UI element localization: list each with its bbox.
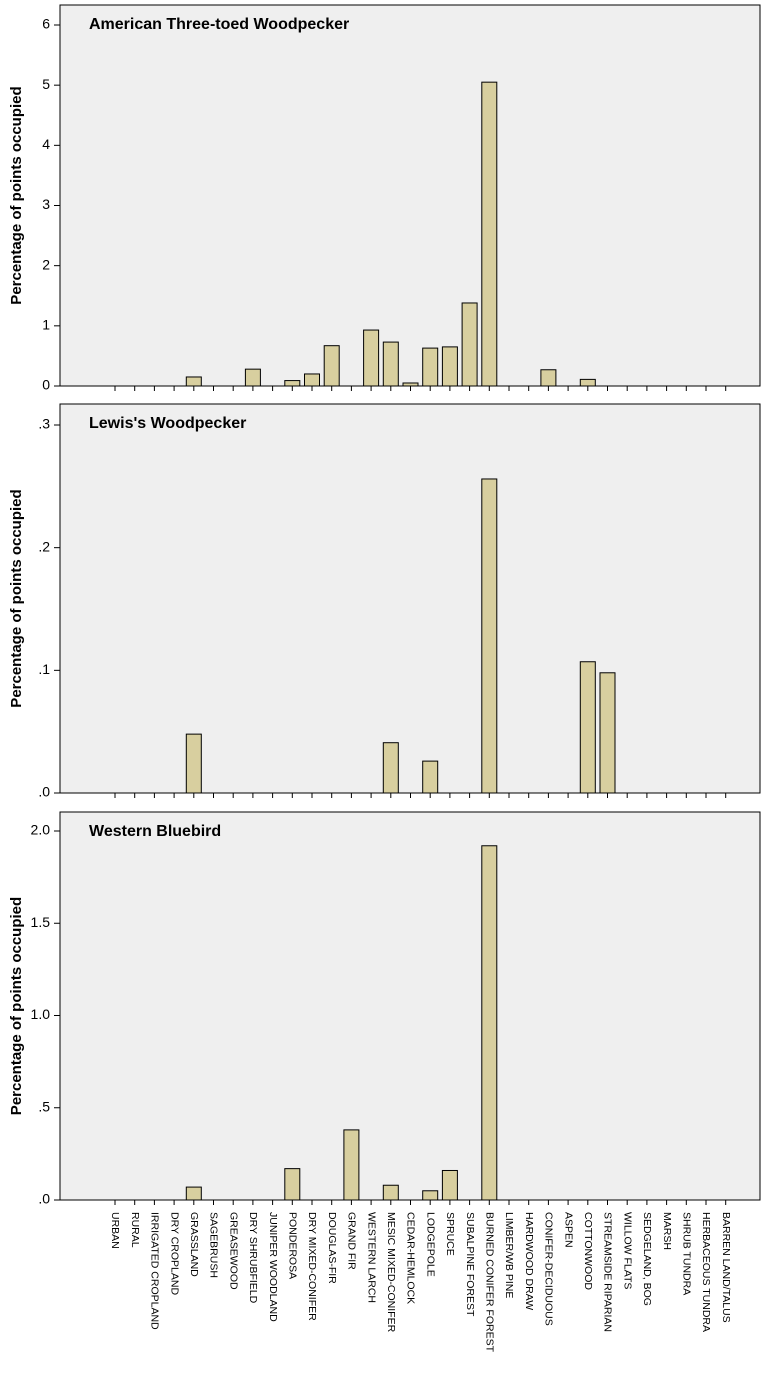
x-tick-label: JUNIPER WOODLAND [267, 1212, 279, 1322]
panel-title: American Three-toed Woodpecker [89, 16, 349, 33]
bar [402, 382, 419, 387]
x-tick-label: LIMBER/WB PINE [503, 1212, 515, 1298]
y-axis-label: Percentage of points occupied [8, 489, 25, 707]
y-axis-label: Percentage of points occupied [8, 86, 25, 304]
bar [304, 373, 320, 387]
y-tick-label: 2.0 [31, 822, 51, 838]
y-tick-label: 6 [42, 16, 50, 32]
y-axis-label: Percentage of points occupied [8, 897, 25, 1115]
bar [244, 368, 261, 387]
y-tick-label: .0 [38, 1191, 50, 1207]
x-tick-label: SPRUCE [444, 1212, 456, 1256]
y-tick-label: 5 [42, 76, 50, 92]
y-tick-label: .0 [38, 784, 50, 800]
bar [323, 345, 340, 387]
bar [382, 341, 399, 387]
bar [422, 760, 439, 794]
y-tick-label: 1.5 [31, 914, 51, 930]
x-tick-label: STREAMSIDE RIPARIAN [602, 1212, 614, 1332]
bar [579, 661, 596, 794]
x-tick-label: GREASEWOOD [227, 1212, 239, 1290]
plot-area [59, 403, 761, 794]
x-tick-label: WILLOW FLATS [621, 1212, 633, 1289]
bar [481, 845, 498, 1201]
x-tick-label: SEDGELAND, BOG [641, 1212, 653, 1306]
x-tick-label: DRY SHRUBFIELD [247, 1212, 259, 1304]
x-tick-label: URBAN [109, 1212, 121, 1249]
x-tick-label: SUBALPINE FOREST [464, 1212, 476, 1317]
y-tick-label: 2 [42, 256, 50, 272]
bar [540, 369, 557, 387]
y-tick-label: .1 [38, 661, 50, 677]
x-tick-label: GRASSLAND [188, 1212, 200, 1277]
x-tick-label: GRAND FIR [346, 1212, 358, 1270]
bar [599, 672, 616, 794]
bar [579, 378, 596, 387]
x-tick-label: PONDEROSA [287, 1212, 299, 1279]
bar [461, 302, 478, 387]
x-tick-label: ASPEN [562, 1212, 574, 1248]
panel-title: Lewis's Woodpecker [89, 415, 246, 432]
x-tick-label: BURNED CONIFER FOREST [484, 1212, 496, 1353]
x-tick-label: HERBACEOUS TUNDRA [700, 1212, 712, 1332]
x-tick-label: DRY CROPLAND [168, 1212, 180, 1295]
bar [481, 81, 498, 387]
y-tick-label: .2 [38, 538, 50, 554]
y-tick-label: 1.0 [31, 1006, 51, 1022]
bar [343, 1129, 360, 1201]
x-tick-label: MARSH [661, 1212, 673, 1250]
bar [441, 1169, 458, 1201]
bar [481, 478, 498, 794]
bar [185, 733, 202, 794]
y-tick-label: 3 [42, 196, 50, 212]
y-tick-label: 4 [42, 136, 50, 152]
x-tick-label: SAGEBRUSH [208, 1212, 220, 1278]
bar [185, 376, 202, 387]
plot-area [59, 4, 761, 387]
bar [382, 742, 399, 794]
x-tick-label: IRRIGATED CROPLAND [149, 1212, 161, 1330]
x-tick-label: RURAL [129, 1212, 141, 1248]
panel-title: Western Bluebird [89, 823, 221, 840]
x-tick-label: CONIFER-DECIDUOUS [543, 1212, 555, 1326]
bar [441, 346, 458, 387]
y-tick-label: .5 [38, 1098, 50, 1114]
x-tick-label: MESIC MIXED-CONIFER [385, 1212, 397, 1333]
bar [185, 1186, 202, 1201]
bar [363, 329, 380, 387]
x-tick-label: DRY MIXED-CONIFER [306, 1212, 318, 1321]
bar [422, 347, 439, 387]
x-tick-label: CEDAR-HEMLOCK [405, 1212, 417, 1304]
x-tick-label: WESTERN LARCH [365, 1212, 377, 1303]
bar [284, 380, 301, 387]
plot-area [59, 811, 761, 1201]
x-tick-label: SHRUB TUNDRA [681, 1212, 693, 1295]
bar [422, 1190, 439, 1201]
x-tick-label: COTTONWOOD [582, 1212, 594, 1290]
x-tick-label: DOUGLAS-FIR [326, 1212, 338, 1284]
bar [382, 1184, 399, 1201]
x-tick-label: LODGEPOLE [424, 1212, 436, 1277]
y-tick-label: 1 [42, 317, 50, 333]
bar [284, 1168, 301, 1201]
y-tick-label: .3 [38, 416, 50, 432]
x-tick-label: HARDWOOD DRAW [523, 1212, 535, 1310]
x-tick-label: BARREN LAND/TALUS [720, 1212, 732, 1323]
y-tick-label: 0 [42, 377, 50, 393]
